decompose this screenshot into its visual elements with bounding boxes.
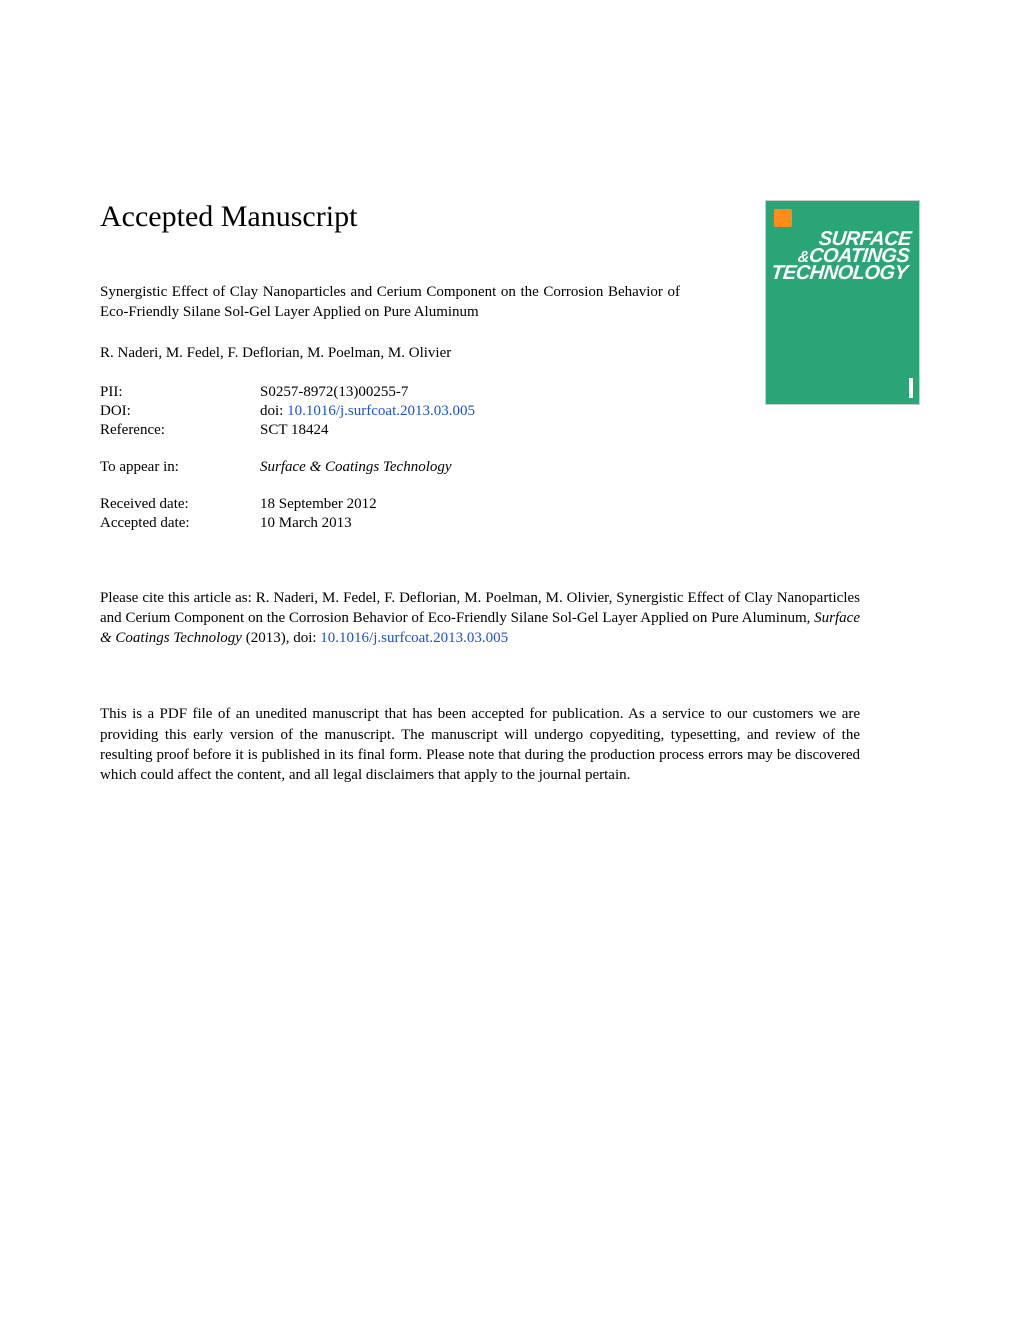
doi-value: doi: 10.1016/j.surfcoat.2013.03.005 [260, 403, 475, 420]
publisher-logo-icon [774, 209, 792, 227]
appear-block: To appear in: Surface & Coatings Technol… [100, 459, 920, 476]
cover-decoration-bar [909, 378, 913, 398]
reference-label: Reference: [100, 422, 260, 439]
received-label: Received date: [100, 496, 260, 513]
pii-value: S0257-8972(13)00255-7 [260, 384, 408, 401]
appear-value: Surface & Coatings Technology [260, 459, 452, 476]
citation-doi-link[interactable]: 10.1016/j.surfcoat.2013.03.005 [320, 630, 508, 646]
received-value: 18 September 2012 [260, 496, 377, 513]
article-title: Synergistic Effect of Clay Nanoparticles… [100, 282, 680, 323]
dates-block: Received date: 18 September 2012 Accepte… [100, 496, 920, 532]
accepted-value: 10 March 2013 [260, 515, 352, 532]
citation-year: (2013), doi: [242, 630, 320, 646]
reference-value: SCT 18424 [260, 422, 329, 439]
doi-prefix: doi: [260, 403, 287, 419]
appear-label: To appear in: [100, 459, 260, 476]
citation-text: Please cite this article as: R. Naderi, … [100, 590, 860, 626]
journal-cover-thumbnail: SURFACE &COATINGS TECHNOLOGY [765, 200, 920, 405]
journal-cover-title: SURFACE &COATINGS TECHNOLOGY [770, 231, 911, 282]
cover-line-3: TECHNOLOGY [770, 262, 908, 284]
doi-link[interactable]: 10.1016/j.surfcoat.2013.03.005 [287, 403, 475, 419]
citation-block: Please cite this article as: R. Naderi, … [100, 588, 860, 649]
doi-label: DOI: [100, 403, 260, 420]
pii-label: PII: [100, 384, 260, 401]
accepted-label: Accepted date: [100, 515, 260, 532]
disclaimer-text: This is a PDF file of an unedited manusc… [100, 704, 860, 785]
